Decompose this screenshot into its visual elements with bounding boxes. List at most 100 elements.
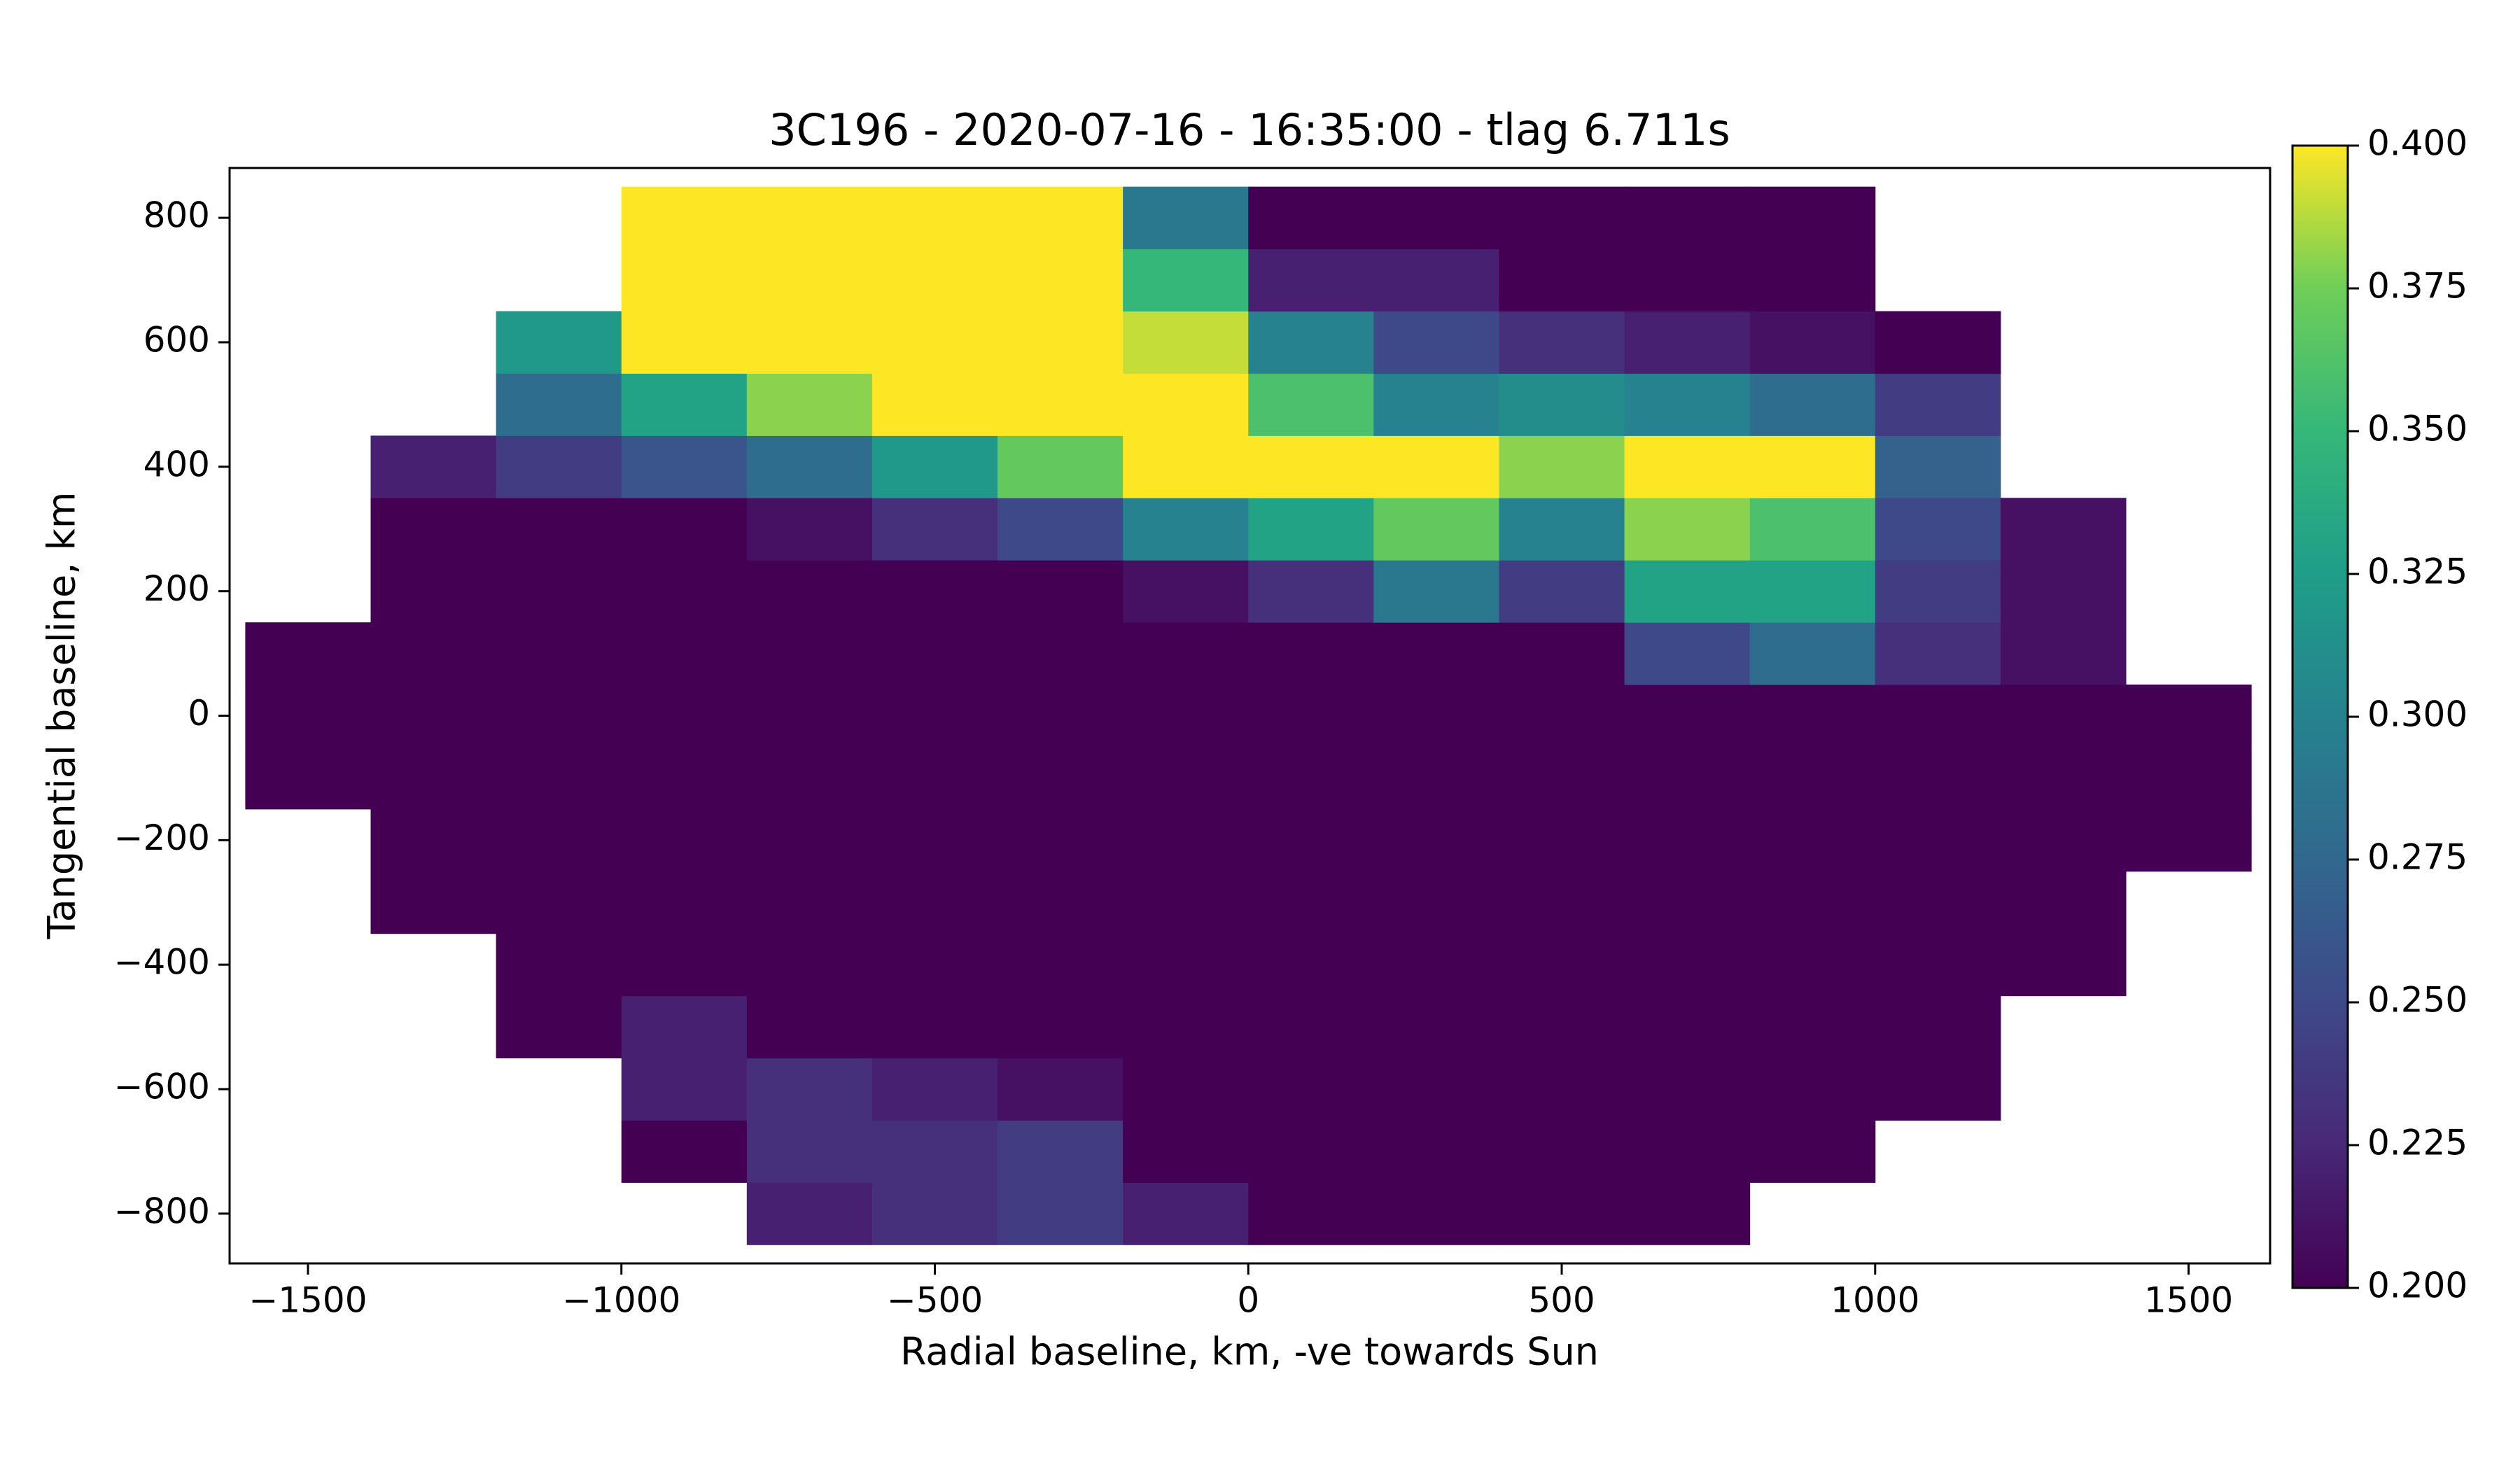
x-tick-label: 1500 [2144,1280,2233,1321]
heatmap-cell [872,1058,998,1121]
x-tick-label: −500 [887,1280,983,1321]
heatmap-cell [496,746,622,810]
heatmap-cell [621,622,748,685]
heatmap-cell [1624,248,1751,312]
heatmap-cell [997,560,1124,623]
heatmap-cell [245,746,371,810]
heatmap-cell [1875,311,2001,374]
heatmap-cell [1123,1058,1249,1121]
heatmap-cell [1499,186,1625,250]
heatmap-cell [872,933,998,997]
heatmap-cell [621,560,748,623]
colorbar-tick-label: 0.200 [2367,1266,2468,1306]
heatmap-cell [621,808,748,872]
chart-title: 3C196 - 2020-07-16 - 16:35:00 - tlag 6.7… [769,104,1730,155]
heatmap-cell [1499,1120,1625,1183]
heatmap-cell [746,746,873,810]
heatmap-cell [496,995,622,1059]
heatmap-cell [1624,871,1751,934]
heatmap-cell [872,622,998,685]
heatmap-cell [1248,311,1374,374]
heatmap-cell [1624,186,1751,250]
heatmap-cell [1123,373,1249,436]
heatmap-cell [872,1120,998,1183]
heatmap-cell [1499,746,1625,810]
heatmap-cell [1248,435,1374,498]
heatmap-cell [370,498,497,561]
heatmap-cell [872,560,998,623]
heatmap-cell [1499,373,1625,436]
heatmap-cell [872,685,998,748]
heatmap-cell [1373,808,1499,872]
heatmap-cell [1624,622,1751,685]
heatmap-cell [1123,746,1249,810]
x-tick-label: −1000 [562,1280,680,1321]
y-tick-label: −200 [114,818,210,858]
heatmap-cell [1123,871,1249,934]
heatmap-cell [1373,435,1499,498]
heatmap-cell [997,248,1124,312]
heatmap-cell [1624,498,1751,561]
heatmap-cell [496,871,622,934]
heatmap-cell [872,248,998,312]
heatmap-cell [1749,995,1876,1059]
heatmap-cell [872,746,998,810]
heatmap-cell [621,933,748,997]
heatmap-cell [1749,933,1876,997]
heatmap-cell [997,1058,1124,1121]
y-tick-label: 600 [144,319,210,360]
x-tick-label: 1000 [1830,1280,1919,1321]
heatmap-cell [1373,685,1499,748]
y-tick-label: −600 [114,1067,210,1107]
heatmap-cell [1624,560,1751,623]
heatmap-cell [1248,622,1374,685]
heatmap-cell [621,1120,748,1183]
heatmap-cell [1749,622,1876,685]
heatmap-cell [1248,1120,1374,1183]
heatmap-cell [1749,1120,1876,1183]
heatmap-cell [1123,311,1249,374]
heatmap-cell [872,808,998,872]
heatmap-cell [621,746,748,810]
heatmap-cell [2000,871,2127,934]
heatmap-cell [1123,933,1249,997]
heatmap-cell [1373,746,1499,810]
heatmap-cell [997,186,1124,250]
heatmap-cell [997,622,1124,685]
heatmap-cell [1373,248,1499,312]
colorbar-tick-label: 0.375 [2367,266,2468,307]
heatmap-cell [1875,995,2001,1059]
x-axis-label: Radial baseline, km, -ve towards Sun [900,1330,1599,1374]
heatmap-cell [1123,808,1249,872]
heatmap-cell [370,560,497,623]
heatmap-cell [997,808,1124,872]
heatmap-cell [746,1182,873,1245]
heatmap-cell [1248,995,1374,1059]
heatmap-cell [370,435,497,498]
heatmap-cell [245,685,371,748]
heatmap-cell [1373,560,1499,623]
heatmap-cell [1123,622,1249,685]
heatmap-cell [621,995,748,1059]
heatmap-cell [1875,808,2001,872]
heatmap-cell [1749,248,1876,312]
heatmap-cell [2000,685,2127,748]
heatmap-cell [872,498,998,561]
heatmap-cell [1749,435,1876,498]
heatmap-cell [1248,1182,1374,1245]
heatmap-cell [621,311,748,374]
heatmap-cell [1123,685,1249,748]
heatmap-cell [1499,1058,1625,1121]
heatmap-cell [1499,933,1625,997]
heatmap-cell [746,560,873,623]
heatmap-cell [997,373,1124,436]
heatmap-cell [496,373,622,436]
heatmap-cell [746,1058,873,1121]
heatmap-cell [997,871,1124,934]
heatmap-cell [997,498,1124,561]
heatmap-cell [1875,685,2001,748]
heatmap-cell [1499,435,1625,498]
heatmap-cell [1373,311,1499,374]
heatmap-cell [496,933,622,997]
heatmap-cell [1875,560,2001,623]
